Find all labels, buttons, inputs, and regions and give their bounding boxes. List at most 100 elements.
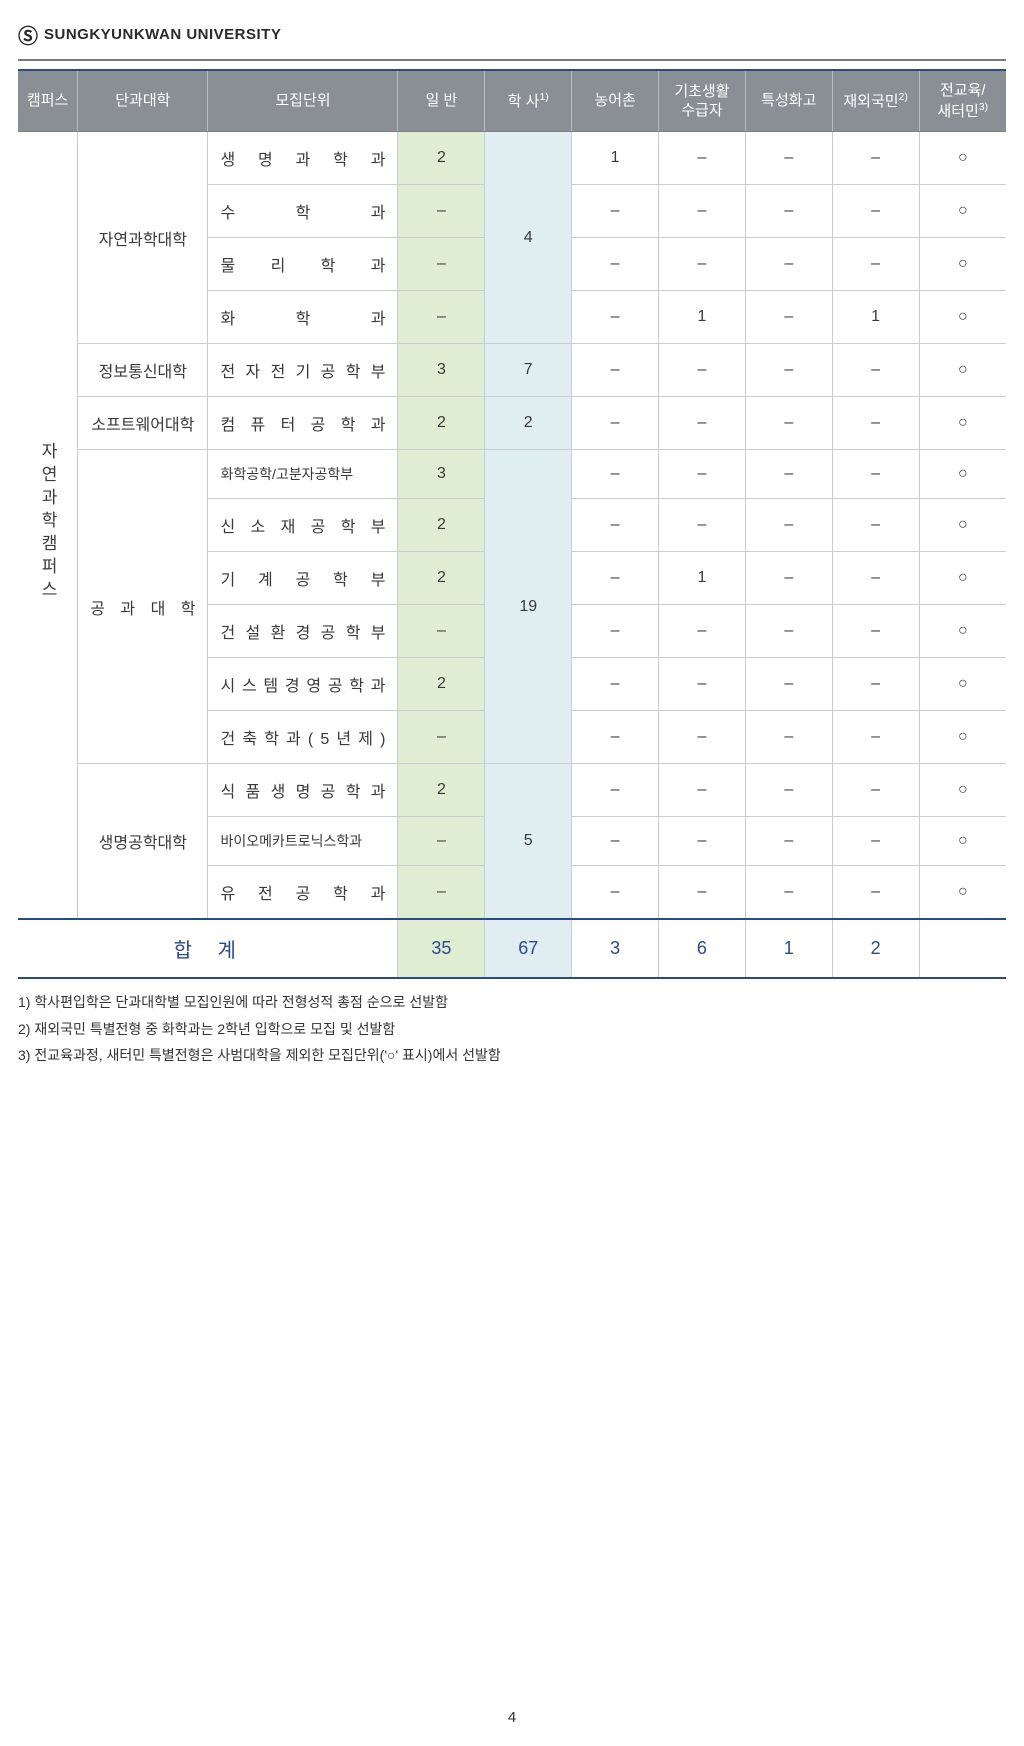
- basic-cell: –: [659, 450, 746, 499]
- special-cell: –: [745, 397, 832, 450]
- overseas-cell: –: [832, 499, 919, 552]
- special-cell: –: [745, 238, 832, 291]
- page-header: Ⓢ SUNGKYUNKWAN UNIVERSITY: [18, 20, 1006, 61]
- general-cell: 3: [398, 450, 485, 499]
- haksa-cell: 2: [485, 397, 572, 450]
- special-cell: –: [745, 450, 832, 499]
- campus-cell: 자연과학캠퍼스: [18, 132, 78, 920]
- basic-cell: –: [659, 185, 746, 238]
- jeongyo-cell: ○: [919, 817, 1006, 866]
- basic-cell: 1: [659, 552, 746, 605]
- jeongyo-cell: ○: [919, 605, 1006, 658]
- nongeo-cell: –: [572, 605, 659, 658]
- overseas-cell: –: [832, 132, 919, 185]
- total-special: 1: [745, 919, 832, 978]
- dept-cell: 컴 퓨 터 공 학 과: [208, 397, 398, 450]
- college-cell: 공 과 대 학: [78, 450, 208, 764]
- dept-cell: 물 리 학 과: [208, 238, 398, 291]
- general-cell: –: [398, 711, 485, 764]
- overseas-cell: –: [832, 185, 919, 238]
- overseas-cell: 1: [832, 291, 919, 344]
- footnote-line: 1) 학사편입학은 단과대학별 모집인원에 따라 전형성적 총점 순으로 선발함: [18, 989, 1006, 1016]
- nongeo-cell: –: [572, 185, 659, 238]
- basic-cell: –: [659, 658, 746, 711]
- general-cell: –: [398, 185, 485, 238]
- jeongyo-cell: ○: [919, 344, 1006, 397]
- college-cell: 생명공학대학: [78, 764, 208, 920]
- jeongyo-cell: ○: [919, 499, 1006, 552]
- dept-cell: 건 축 학 과 ( 5 년 제 ): [208, 711, 398, 764]
- general-cell: 2: [398, 499, 485, 552]
- total-row: 합 계35673612: [18, 919, 1006, 978]
- basic-cell: –: [659, 605, 746, 658]
- special-cell: –: [745, 291, 832, 344]
- general-cell: –: [398, 866, 485, 920]
- dept-cell: 화 학 과: [208, 291, 398, 344]
- nongeo-cell: –: [572, 817, 659, 866]
- total-haksa: 67: [485, 919, 572, 978]
- overseas-cell: –: [832, 817, 919, 866]
- dept-cell: 기 계 공 학 부: [208, 552, 398, 605]
- col-general: 일 반: [398, 70, 485, 132]
- special-cell: –: [745, 499, 832, 552]
- admission-table: 캠퍼스 단과대학 모집단위 일 반 학 사1) 농어촌 기초생활 수급자 특성화…: [18, 69, 1006, 979]
- dept-cell: 건 설 환 경 공 학 부: [208, 605, 398, 658]
- basic-cell: 1: [659, 291, 746, 344]
- footnotes: 1) 학사편입학은 단과대학별 모집인원에 따라 전형성적 총점 순으로 선발함…: [18, 989, 1006, 1069]
- header-row: 캠퍼스 단과대학 모집단위 일 반 학 사1) 농어촌 기초생활 수급자 특성화…: [18, 70, 1006, 132]
- basic-cell: –: [659, 764, 746, 817]
- special-cell: –: [745, 764, 832, 817]
- dept-cell: 수 학 과: [208, 185, 398, 238]
- overseas-cell: –: [832, 711, 919, 764]
- table-row: 자연과학캠퍼스자연과학대학생 명 과 학 과241–––○: [18, 132, 1006, 185]
- basic-cell: –: [659, 866, 746, 920]
- jeongyo-cell: ○: [919, 132, 1006, 185]
- nongeo-cell: –: [572, 866, 659, 920]
- dept-cell: 화학공학/고분자공학부: [208, 450, 398, 499]
- special-cell: –: [745, 132, 832, 185]
- general-cell: –: [398, 238, 485, 291]
- total-basic: 6: [659, 919, 746, 978]
- general-cell: 3: [398, 344, 485, 397]
- dept-cell: 유 전 공 학 과: [208, 866, 398, 920]
- nongeo-cell: –: [572, 764, 659, 817]
- special-cell: –: [745, 605, 832, 658]
- total-label: 합 계: [18, 919, 398, 978]
- overseas-cell: –: [832, 605, 919, 658]
- basic-cell: –: [659, 499, 746, 552]
- overseas-cell: –: [832, 238, 919, 291]
- total-nongeo: 3: [572, 919, 659, 978]
- nongeo-cell: –: [572, 344, 659, 397]
- dept-cell: 생 명 과 학 과: [208, 132, 398, 185]
- col-campus: 캠퍼스: [18, 70, 78, 132]
- nongeo-cell: –: [572, 450, 659, 499]
- basic-cell: –: [659, 344, 746, 397]
- haksa-cell: 4: [485, 132, 572, 344]
- overseas-cell: –: [832, 866, 919, 920]
- basic-cell: –: [659, 238, 746, 291]
- haksa-cell: 19: [485, 450, 572, 764]
- general-cell: 2: [398, 764, 485, 817]
- nongeo-cell: –: [572, 291, 659, 344]
- nongeo-cell: 1: [572, 132, 659, 185]
- nongeo-cell: –: [572, 499, 659, 552]
- basic-cell: –: [659, 817, 746, 866]
- jeongyo-cell: ○: [919, 658, 1006, 711]
- total-general: 35: [398, 919, 485, 978]
- general-cell: –: [398, 291, 485, 344]
- overseas-cell: –: [832, 344, 919, 397]
- overseas-cell: –: [832, 658, 919, 711]
- total-overseas: 2: [832, 919, 919, 978]
- jeongyo-cell: ○: [919, 291, 1006, 344]
- university-name: SUNGKYUNKWAN UNIVERSITY: [44, 26, 281, 43]
- special-cell: –: [745, 866, 832, 920]
- col-jeongyo: 전교육/새터민3): [919, 70, 1006, 132]
- general-cell: –: [398, 605, 485, 658]
- haksa-cell: 7: [485, 344, 572, 397]
- col-nongeo: 농어촌: [572, 70, 659, 132]
- jeongyo-cell: ○: [919, 397, 1006, 450]
- nongeo-cell: –: [572, 397, 659, 450]
- jeongyo-cell: ○: [919, 711, 1006, 764]
- nongeo-cell: –: [572, 658, 659, 711]
- col-special: 특성화고: [745, 70, 832, 132]
